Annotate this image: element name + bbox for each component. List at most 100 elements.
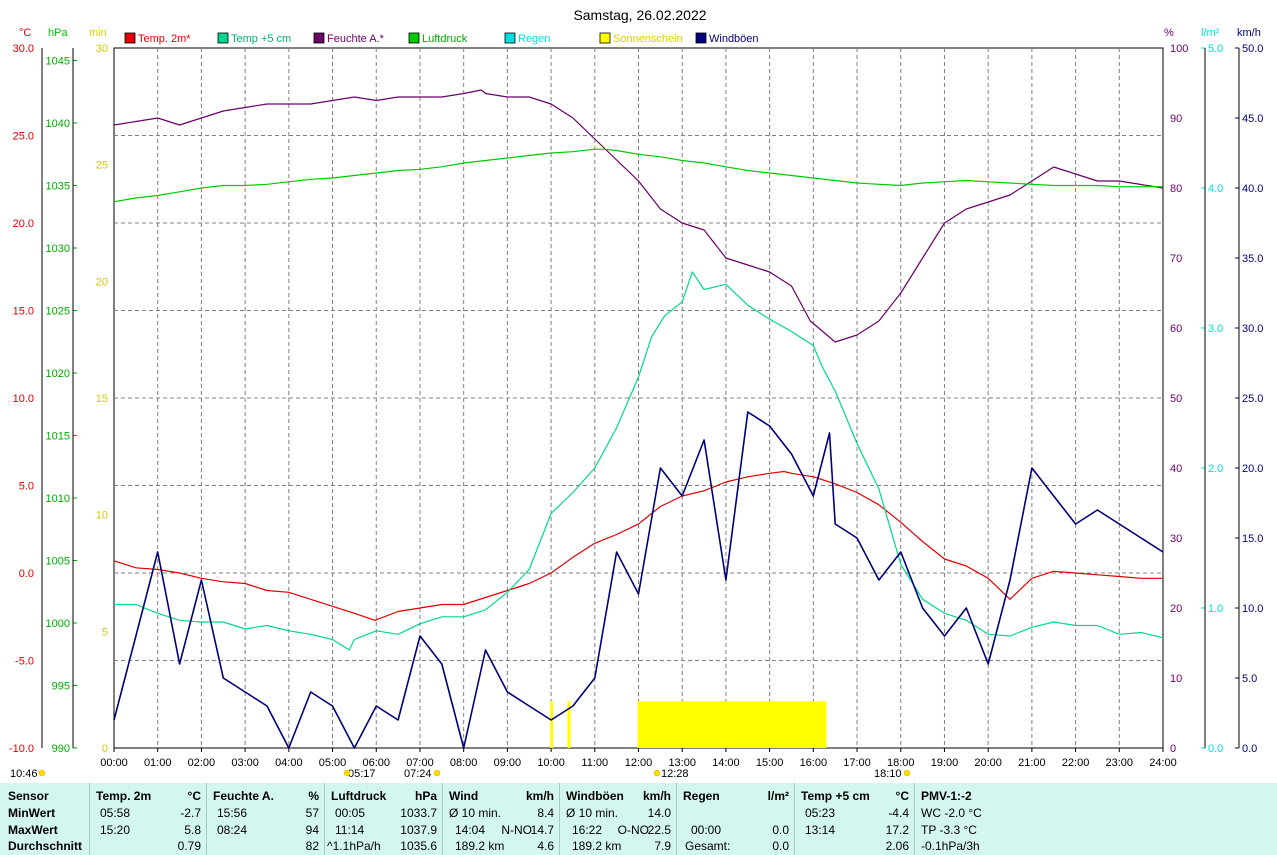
- rain-unit-header: l/m²: [1201, 27, 1220, 39]
- legend: Temp. 2m* Temp +5 cm Feuchte A.* Luftdruck R…: [124, 32, 759, 45]
- x-tick-label: 07:00: [406, 757, 434, 769]
- humidity-tick-label: 100: [1170, 43, 1188, 55]
- x-tick-label: 06:00: [362, 757, 390, 769]
- x-tick-label: 04:00: [275, 757, 303, 769]
- pressure-tick-label: 1000: [46, 618, 70, 630]
- legend-swatch: [313, 32, 325, 44]
- sun-tick-label: 10: [96, 510, 108, 522]
- marker-dot: [433, 769, 441, 777]
- temp-tick-label: -10.0: [9, 743, 34, 755]
- pressure-tick-label: 990: [52, 743, 70, 755]
- stats-avg-note: ^1.1hPa/h: [327, 839, 381, 853]
- sun-tick-label: 25: [96, 160, 108, 172]
- stats-sensor-header: Sensor: [8, 789, 49, 803]
- marker-label: 12:28: [661, 768, 689, 780]
- stats-distance: 189.2 km: [572, 839, 622, 853]
- x-tick-label: 10:00: [537, 757, 565, 769]
- x-tick-label: 16:00: [800, 757, 828, 769]
- wind-tick-label: 25.0: [1242, 393, 1263, 405]
- x-tick-label: 22:00: [1062, 757, 1090, 769]
- x-tick-label: 12:00: [625, 757, 653, 769]
- x-tick-label: 14:00: [712, 757, 740, 769]
- stats-header: Temp +5 cm: [801, 789, 870, 803]
- stats-avg-value: 82: [305, 839, 319, 853]
- stats-temp2m: Temp. 2m °C 05:58 -2.7 15:20 5.8 0.79: [89, 783, 207, 855]
- stats-unit: %: [308, 789, 319, 803]
- rain-tick-label: 3.0: [1208, 323, 1223, 335]
- humidity-tick-label: 40: [1170, 463, 1182, 475]
- stats-avg-value: 7.9: [654, 839, 671, 853]
- sunshine-bars: [550, 701, 827, 748]
- legend-label: Regen: [518, 33, 550, 45]
- sun-tick-label: 5: [102, 626, 108, 638]
- marker-label: 07:24: [404, 768, 432, 780]
- stats-header: Windböen: [566, 789, 624, 803]
- x-tick-label: 15:00: [756, 757, 784, 769]
- stats-max-time: 15:20: [100, 823, 131, 837]
- x-tick-label: 17:00: [843, 757, 871, 769]
- x-tick-label: 20:00: [974, 757, 1002, 769]
- stats-max-time: 16:22: [572, 823, 603, 837]
- marker-label: 10:46: [10, 768, 38, 780]
- pressure-tick-label: 1005: [46, 556, 70, 568]
- pressure-tick-label: 995: [52, 681, 70, 693]
- humidity-tick-label: 60: [1170, 323, 1182, 335]
- x-tick-label: 03:00: [231, 757, 259, 769]
- wind-tick-label: 30.0: [1242, 323, 1263, 335]
- temp-tick-label: 30.0: [13, 43, 34, 55]
- stats-rain-total-label: Gesamt:: [685, 839, 731, 853]
- stats-boeen: Windböen km/h Ø 10 min. 14.0 16:22 O-NO 22.5 18…: [559, 783, 677, 855]
- stats-wind: Wind km/h Ø 10 min. 8.4 14:04 N-NO 14.7 189.2 k…: [442, 783, 560, 855]
- stats-min-label: MinWert: [8, 806, 56, 820]
- sun-tick-label: 30: [96, 43, 108, 55]
- stats-min-value: 57: [305, 806, 319, 820]
- series-temp-2m: [113, 470, 1163, 621]
- marker-dot: [38, 769, 46, 777]
- rain-tick-label: 5.0: [1208, 43, 1223, 55]
- stats-unit: °C: [187, 789, 201, 803]
- marker-dot: [343, 769, 351, 777]
- stats-header: Regen: [683, 789, 720, 803]
- humidity-tick-label: 50: [1170, 393, 1182, 405]
- legend-label: Windböen: [709, 33, 759, 45]
- stats-avg-value: 0.79: [177, 839, 201, 853]
- marker-label: 18:10: [874, 768, 902, 780]
- stats-unit: l/m²: [767, 789, 789, 803]
- stats-min-time: 15:56: [217, 806, 248, 820]
- humidity-tick-label: 30: [1170, 533, 1182, 545]
- sun-tick-label: 15: [96, 393, 108, 405]
- weather-chart: Samstag, 26.02.2022 Temp. 2m* Temp +5 cm F…: [9, 7, 1264, 780]
- rain-tick-label: 2.0: [1208, 463, 1223, 475]
- marker-label: 05:17: [348, 768, 376, 780]
- stats-row-labels: Sensor MinWert MaxWert Durchschnitt: [0, 783, 89, 855]
- legend-swatch: [504, 32, 516, 44]
- stats-min-value: -4.4: [888, 806, 909, 820]
- stats-min-time: 05:23: [805, 806, 836, 820]
- temp-tick-label: 10.0: [13, 393, 34, 405]
- stats-max-label: MaxWert: [8, 823, 58, 837]
- series-feuchte-a: [113, 89, 1164, 343]
- series-windböen: [113, 411, 1164, 749]
- series-lines: [113, 89, 1164, 749]
- stats-luftdruck: Luftdruck hPa 00:05 1033.7 11:14 1037.9 ^1.1hP…: [324, 783, 443, 855]
- stats-unit: °C: [895, 789, 909, 803]
- stats-header: Feuchte A.: [213, 789, 274, 803]
- legend-label: Temp. 2m*: [138, 33, 191, 45]
- wind-tick-label: 5.0: [1242, 673, 1257, 685]
- stats-header: Luftdruck: [331, 789, 387, 803]
- sunshine-tick: [567, 701, 571, 748]
- stats-rain-value: 0.0: [772, 823, 789, 837]
- stats-min-value: 1033.7: [400, 806, 437, 820]
- stats-unit: km/h: [642, 789, 671, 803]
- stats-pmv: PMV-1:-2 WC -2.0 °C TP -3.3 °C -0.1hPa/3h: [914, 783, 1277, 855]
- event-markers: 10:46 05:17 07:24 12:28 18:10: [10, 768, 911, 780]
- pressure-tick-label: 1040: [46, 118, 70, 130]
- x-axis: 00:00 01:00 02:00 03:00 04:00 05:00 06:00 07:00…: [100, 748, 1177, 769]
- x-tick-label: 21:00: [1018, 757, 1046, 769]
- wind-tick-label: 15.0: [1242, 533, 1263, 545]
- legend-swatch: [695, 32, 707, 44]
- pressure-tick-label: 1045: [46, 56, 70, 68]
- wind-tick-label: 10.0: [1242, 603, 1263, 615]
- stats-min-time: 00:05: [335, 806, 366, 820]
- wind-tick-label: 20.0: [1242, 463, 1263, 475]
